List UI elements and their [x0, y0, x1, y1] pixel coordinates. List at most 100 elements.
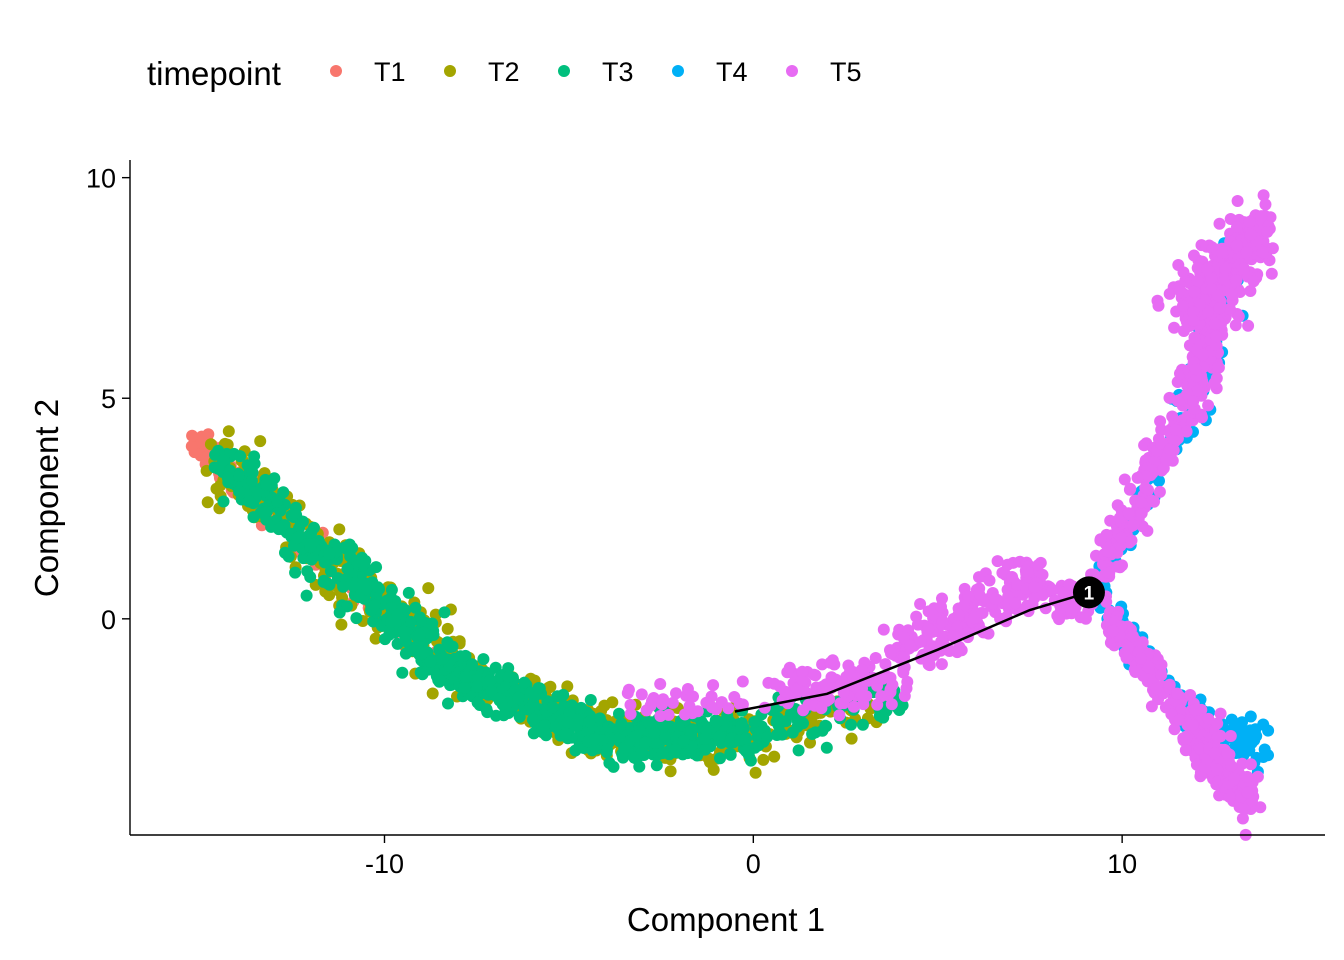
data-point — [935, 658, 948, 671]
data-point — [1187, 395, 1200, 408]
data-point — [1118, 473, 1131, 486]
data-point — [1127, 519, 1140, 532]
data-point — [1188, 249, 1200, 262]
data-point — [391, 608, 404, 621]
data-point — [426, 617, 439, 630]
data-point — [588, 733, 601, 746]
data-point — [459, 649, 472, 662]
data-point — [826, 654, 839, 667]
data-point — [1111, 560, 1124, 573]
data-point — [656, 698, 669, 711]
data-point — [601, 743, 613, 756]
data-point — [1169, 423, 1182, 436]
data-point — [202, 428, 215, 441]
data-point — [748, 716, 761, 728]
data-point — [1221, 747, 1234, 760]
data-point — [1194, 742, 1207, 755]
data-point — [221, 438, 234, 451]
data-point — [958, 599, 970, 612]
x-axis-title: Component 1 — [627, 901, 825, 938]
data-point — [1135, 652, 1147, 665]
data-point — [1145, 494, 1158, 507]
data-point — [1152, 299, 1165, 312]
data-point — [1213, 302, 1226, 315]
data-point — [819, 719, 832, 732]
data-point — [441, 622, 454, 635]
legend-label-T2: T2 — [488, 57, 520, 87]
data-point — [441, 636, 454, 649]
data-point — [584, 694, 597, 706]
data-point — [1188, 285, 1201, 298]
data-point — [426, 687, 439, 700]
data-point — [1231, 221, 1243, 233]
data-point — [260, 478, 272, 491]
data-point — [254, 435, 267, 448]
data-point — [629, 730, 642, 743]
data-point — [407, 644, 420, 657]
legend: timepoint T1 T2 T3 T4 T5 — [147, 55, 862, 92]
data-point — [635, 746, 648, 758]
data-point — [565, 699, 578, 712]
data-point — [1212, 361, 1225, 374]
data-point — [770, 715, 783, 728]
data-point — [341, 562, 354, 575]
data-point — [424, 655, 437, 668]
data-point — [885, 698, 898, 711]
data-point — [761, 730, 774, 743]
data-point — [901, 675, 914, 688]
data-point — [657, 720, 670, 733]
data-point — [1265, 267, 1278, 280]
data-point — [843, 666, 856, 679]
data-point — [770, 729, 783, 741]
data-point — [399, 635, 412, 648]
data-point — [427, 629, 440, 641]
data-point — [706, 701, 719, 714]
data-point — [1036, 568, 1049, 581]
legend-key-T5 — [786, 65, 798, 77]
data-point — [845, 732, 858, 745]
data-point — [1106, 624, 1119, 637]
data-point — [910, 610, 923, 623]
data-point — [707, 679, 720, 692]
data-point — [1261, 226, 1274, 238]
data-point — [459, 671, 472, 683]
data-point — [603, 757, 616, 769]
data-point — [1259, 198, 1272, 211]
data-point — [654, 710, 667, 722]
data-point — [1153, 485, 1166, 498]
data-point — [502, 670, 515, 683]
data-point — [1189, 363, 1202, 376]
data-point — [815, 702, 828, 715]
data-point — [1011, 578, 1024, 591]
y-axis-title: Component 2 — [28, 399, 65, 597]
data-point — [1243, 215, 1256, 228]
data-point — [768, 750, 781, 763]
data-point — [973, 571, 985, 584]
data-point — [749, 766, 762, 779]
data-point — [234, 450, 247, 463]
data-point — [1217, 273, 1230, 285]
trajectory-line — [734, 591, 1090, 713]
data-point — [357, 558, 370, 571]
data-point — [1225, 759, 1238, 772]
legend-entries: T1 T2 T3 T4 T5 — [330, 57, 862, 87]
data-point — [1036, 589, 1049, 601]
data-point — [466, 658, 478, 671]
data-point — [968, 612, 980, 625]
data-point — [518, 676, 531, 689]
data-point — [593, 712, 606, 725]
data-point — [279, 546, 291, 559]
data-point — [1120, 651, 1133, 664]
data-point — [1145, 700, 1158, 713]
data-point — [396, 666, 409, 679]
data-point — [1094, 533, 1107, 546]
data-point — [624, 698, 637, 711]
data-point — [471, 696, 484, 709]
data-point — [983, 574, 996, 587]
data-point — [1046, 584, 1059, 596]
data-point — [1197, 348, 1209, 361]
data-point — [914, 635, 927, 648]
data-point — [484, 674, 497, 687]
data-point — [1211, 731, 1224, 744]
data-point — [1202, 712, 1215, 725]
